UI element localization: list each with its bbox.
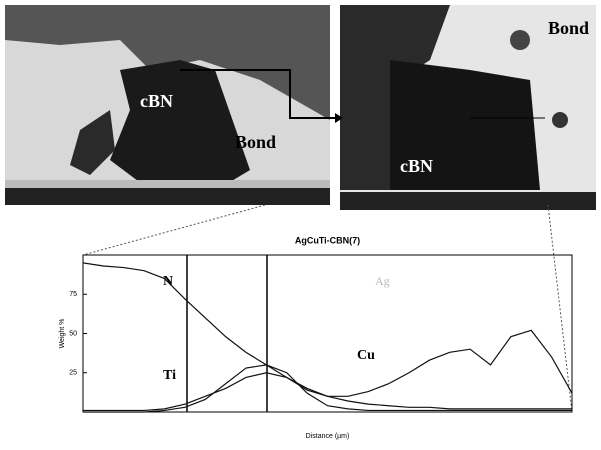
series-label: Ti [163, 368, 176, 383]
annotation: Ag [375, 274, 390, 288]
line-series [83, 329, 573, 412]
y-tick-label: 50 [69, 330, 77, 337]
line-series [83, 364, 572, 413]
plot-area [82, 254, 573, 413]
sem-image-left: cBN Bond [5, 5, 330, 205]
arrow [180, 69, 335, 119]
series-label: N [163, 274, 173, 289]
y-tick-label: 75 [69, 291, 77, 298]
line-series [82, 262, 572, 410]
x-axis-label: Distance (µm) [306, 433, 350, 440]
chart: AgCuTi-CBN(7) Distance (µm) Weight % Ag 25 50… [59, 235, 573, 440]
y-axis-label: Weight % [59, 319, 66, 349]
arrow-head [335, 113, 343, 123]
label: cBN [400, 156, 433, 176]
label: Bond [548, 18, 589, 38]
label: cBN [140, 91, 173, 111]
chart-title: AgCuTi-CBN(7) [295, 235, 360, 245]
label: Bond [235, 132, 276, 152]
y-tick-label: 25 [69, 370, 77, 377]
series-label: Cu [357, 348, 375, 363]
connector [82, 204, 266, 256]
sem-image-right: cBN Bond [340, 5, 596, 210]
connector [547, 204, 573, 413]
